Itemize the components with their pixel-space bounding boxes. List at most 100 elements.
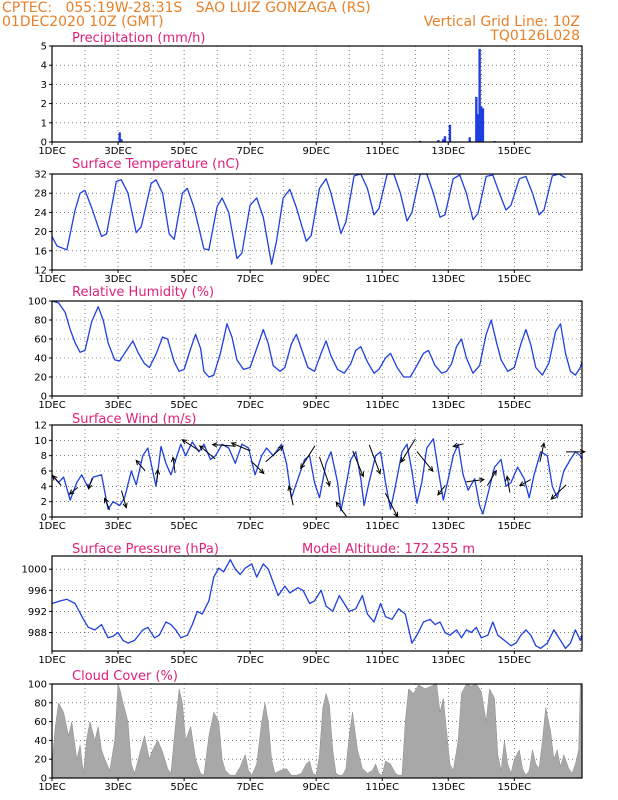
precipitation-ytick-label: 3 — [41, 80, 47, 91]
precipitation-frame — [51, 45, 583, 143]
precipitation-bar — [481, 108, 485, 142]
temperature-xtick-label: 5DEC — [170, 274, 197, 285]
wind-arrow-head — [478, 477, 486, 483]
pressure-xtick-label: 1DEC — [38, 655, 65, 666]
precipitation-panel: 0 1 2 3 4 5 1DEC 3DEC 5DEC 7DEC 9DEC 11DEC 13DEC 15DE… — [38, 31, 583, 157]
precipitation-bar — [478, 48, 481, 142]
precipitation-xtick-label: 9DEC — [302, 146, 329, 157]
temperature-ytick-label: 32 — [34, 170, 47, 181]
temperature-ytick-label: 16 — [34, 246, 47, 257]
wind-arrow — [199, 445, 216, 460]
precipitation-bar — [118, 132, 121, 142]
precipitation-xtick-label: 1DEC — [38, 146, 65, 157]
pressure-ytick-label: 988 — [28, 628, 47, 639]
temperature-ytick-label: 28 — [34, 189, 47, 200]
wind-arrow-head — [505, 475, 511, 482]
cloud-cover-ytick-label: 40 — [34, 736, 47, 747]
run-time-label: 01DEC2020 10Z (GMT) — [2, 14, 164, 30]
humidity-xtick-label: 9DEC — [302, 400, 329, 411]
temperature-xtick-label: 7DEC — [236, 274, 263, 285]
precipitation-bar — [468, 137, 471, 142]
cloud-cover-area — [51, 683, 583, 779]
cloud-cover-ytick-label: 0 — [41, 774, 47, 785]
precipitation-ytick-label: 2 — [41, 99, 47, 110]
station-header: CPTEC: 055:19W-28:31S SAO LUIZ GONZAGA (… — [2, 0, 371, 16]
wind-arrow-head — [198, 445, 205, 451]
wind-arrow — [231, 442, 251, 452]
cloud-cover-title: Cloud Cover (%) — [72, 669, 178, 684]
wind-arrow — [550, 484, 567, 500]
wind-xtick-label: 11DEC — [365, 521, 399, 532]
pressure-xtick-label: 15DEC — [497, 655, 531, 666]
precipitation-bar — [480, 106, 483, 142]
wind-arrow-head — [181, 439, 188, 445]
wind-xtick-label: 5DEC — [170, 521, 197, 532]
humidity-ytick-label: 100 — [28, 297, 47, 308]
precipitation-xtick-label: 15DEC — [497, 146, 531, 157]
wind-ytick-label: 6 — [41, 467, 47, 478]
wind-ytick-label: 4 — [41, 482, 47, 493]
cloud-cover-ytick-label: 20 — [34, 755, 47, 766]
wind-title: Surface Wind (m/s) — [72, 412, 196, 427]
precipitation-bar — [476, 114, 480, 142]
temperature-ytick-label: 12 — [34, 266, 47, 277]
model-altitude-label: Model Altitude: 172.255 m — [302, 542, 475, 557]
cloud-cover-ytick-label: 80 — [34, 698, 47, 709]
wind-arrow — [251, 461, 265, 474]
wind-arrow — [135, 460, 146, 471]
pressure-xtick-label: 3DEC — [104, 655, 131, 666]
pressure-title: Surface Pressure (hPa) — [72, 542, 219, 557]
wind-arrow — [318, 456, 331, 487]
precipitation-xtick-label: 3DEC — [104, 146, 131, 157]
humidity-line — [51, 300, 583, 378]
precipitation-xtick-label: 13DEC — [431, 146, 465, 157]
wind-arrow-head — [437, 489, 443, 496]
wind-xtick-label: 15DEC — [497, 521, 531, 532]
wind-arrow-head — [518, 481, 525, 487]
temperature-line — [51, 173, 566, 265]
wind-arrow-head — [550, 494, 557, 500]
precipitation-ytick-label: 1 — [41, 118, 47, 129]
wind-arrow — [172, 457, 176, 473]
humidity-panel: 0 20 40 60 80 100 1DEC 3DEC 5DEC 7DEC 9DEC 11DEC 13D… — [28, 285, 583, 411]
cloud-cover-frame — [51, 683, 583, 779]
wind-arrow-head — [68, 489, 75, 495]
humidity-xtick-label: 5DEC — [170, 400, 197, 411]
wind-arrow — [384, 492, 398, 518]
cloud-cover-xtick-label: 11DEC — [365, 782, 399, 793]
wind-xtick-label: 13DEC — [431, 521, 465, 532]
cloud-cover-xtick-label: 9DEC — [302, 782, 329, 793]
wind-arrow-head — [258, 468, 265, 475]
precipitation-bar — [448, 124, 452, 142]
wind-arrow — [156, 469, 159, 483]
wind-arrow — [486, 470, 497, 486]
precipitation-ytick-label: 4 — [41, 61, 47, 72]
humidity-frame — [51, 300, 583, 397]
model-code: TQ0126L028 — [489, 28, 580, 44]
precipitation-xtick-label: 7DEC — [236, 146, 263, 157]
pressure-ytick-label: 996 — [28, 586, 47, 597]
wind-xtick-label: 1DEC — [38, 521, 65, 532]
wind-arrow — [466, 479, 484, 483]
wind-arrow-head — [452, 442, 459, 448]
wind-arrow — [181, 439, 200, 452]
wind-arrow — [506, 476, 511, 493]
cloud-cover-xtick-label: 7DEC — [236, 782, 263, 793]
wind-arrow-head — [51, 474, 58, 481]
pressure-xtick-label: 13DEC — [431, 655, 465, 666]
wind-arrow — [288, 485, 294, 506]
wind-arrow — [352, 450, 364, 477]
humidity-ytick-label: 60 — [34, 335, 47, 346]
wind-arrow — [104, 498, 111, 511]
wind-arrow — [335, 501, 347, 517]
cloud-cover-xtick-label: 13DEC — [431, 782, 465, 793]
pressure-xtick-label: 11DEC — [365, 655, 399, 666]
temperature-panel: 12 16 20 24 28 32 1DEC 3DEC 5DEC 7DEC 9DEC 11DEC 13D… — [34, 157, 583, 285]
wind-arrow-head — [230, 442, 237, 448]
wind-arrow — [539, 443, 545, 463]
wind-arrow-head — [359, 471, 364, 478]
wind-xtick-label: 3DEC — [104, 521, 131, 532]
pressure-panel: 988 992 996 1000 1DEC 3DEC 5DEC 7DEC 9DEC 11DEC 13… — [22, 542, 583, 666]
humidity-ytick-label: 20 — [34, 373, 47, 384]
